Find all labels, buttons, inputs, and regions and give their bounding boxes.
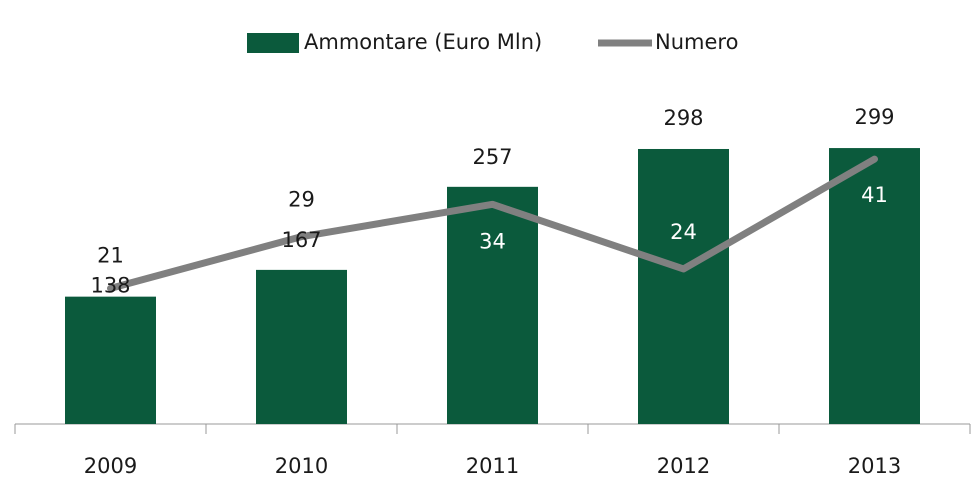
legend-swatch [247,33,299,53]
bar [447,186,538,424]
data-label: 299 [854,105,894,129]
bar [638,148,729,424]
data-label: 41 [861,183,888,207]
data-label: 29 [288,188,315,212]
bar [829,148,920,424]
data-label: 21 [97,243,124,267]
data-label: 34 [479,229,506,253]
data-label: 167 [281,228,321,252]
x-tick-label: 2012 [657,454,710,478]
bar [256,269,347,424]
x-tick-label: 2013 [848,454,901,478]
legend-label: Numero [655,30,738,54]
data-label: 298 [663,106,703,130]
x-tick-label: 2009 [84,454,137,478]
data-label: 257 [472,145,512,169]
legend-label: Ammontare (Euro Mln) [304,30,542,54]
data-label: 138 [90,274,130,298]
x-tick-label: 2011 [466,454,519,478]
x-tick-label: 2010 [275,454,328,478]
data-label: 24 [670,220,697,244]
bar [65,296,156,424]
line [107,155,878,292]
